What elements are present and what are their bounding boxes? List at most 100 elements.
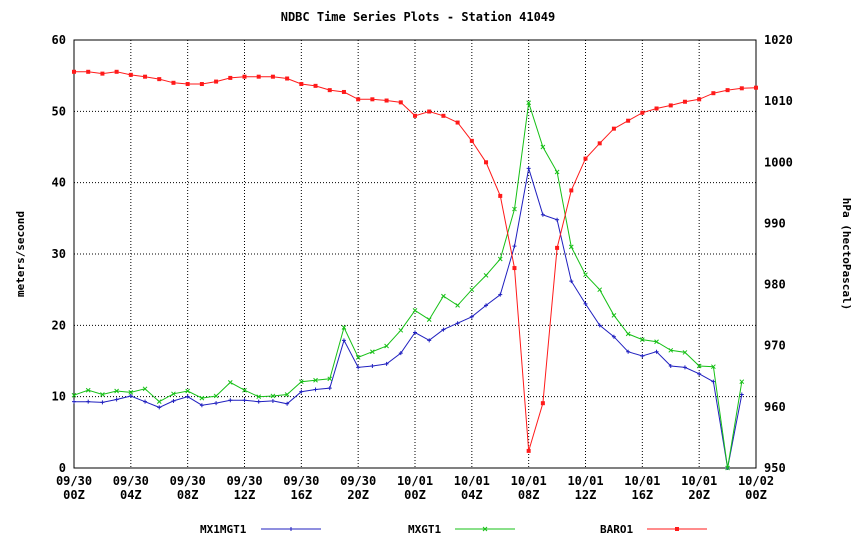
data-point-baro1: [100, 71, 105, 76]
data-point-mx1mgt1: [526, 166, 531, 171]
data-point-baro1: [682, 99, 687, 104]
data-point-baro1: [72, 69, 76, 74]
data-point-baro1: [469, 138, 474, 143]
data-point-mx1mgt1: [185, 394, 190, 399]
data-point-mxgt1: [611, 312, 617, 318]
data-point-mxgt1: [725, 465, 730, 471]
data-point-mx1mgt1: [626, 349, 631, 354]
x-tick-label-date: 10/02: [738, 474, 774, 488]
data-point-mxgt1: [128, 390, 134, 395]
y2-tick-label: 1020: [764, 33, 793, 47]
legend-label-mxgt1: MXGT1: [408, 523, 441, 536]
data-point-mx1mgt1: [157, 405, 162, 410]
data-point-mxgt1: [370, 349, 375, 355]
data-point-baro1: [711, 91, 716, 96]
data-point-baro1: [413, 113, 417, 118]
data-point-mxgt1: [583, 272, 588, 278]
data-point-mxgt1: [71, 392, 77, 398]
data-point-mxgt1: [298, 379, 304, 385]
data-point-baro1: [512, 266, 517, 271]
data-point-mx1mgt1: [512, 244, 517, 249]
data-point-mxgt1: [355, 355, 361, 360]
data-point-mxgt1: [682, 350, 688, 355]
x-tick-label-hour: 00Z: [63, 488, 85, 502]
legend: MX1MGT1 MXGT1 BARO1: [200, 523, 707, 536]
data-point-baro1: [626, 118, 631, 123]
data-point-mxgt1: [270, 393, 276, 399]
data-point-baro1: [157, 77, 162, 82]
data-point-mx1mgt1: [555, 217, 560, 222]
y2-tick-label: 970: [764, 339, 786, 353]
data-point-baro1: [327, 88, 332, 93]
data-point-mx1mgt1: [711, 379, 716, 384]
legend-label-baro1: BARO1: [600, 523, 633, 536]
data-point-mxgt1: [597, 287, 603, 293]
data-point-mx1mgt1: [640, 354, 645, 359]
data-point-mxgt1: [483, 273, 489, 278]
x-axis: 09/3000Z09/3004Z09/3008Z09/3012Z09/3016Z…: [56, 474, 774, 502]
data-point-mxgt1: [100, 392, 105, 397]
data-point-baro1: [285, 76, 290, 81]
data-point-baro1: [555, 245, 560, 250]
x-tick-label-date: 10/01: [567, 474, 603, 488]
data-point-mx1mgt1: [484, 303, 489, 308]
data-point-mx1mgt1: [498, 292, 503, 297]
series-mx1mgt1: [72, 166, 744, 470]
data-point-mx1mgt1: [327, 386, 332, 391]
data-point-mxgt1: [156, 399, 162, 405]
data-point-mxgt1: [227, 380, 233, 385]
data-point-mx1mgt1: [285, 401, 290, 406]
y-tick-label: 20: [52, 318, 66, 332]
x-tick-label-hour: 04Z: [120, 488, 142, 502]
data-point-mx1mgt1: [398, 351, 403, 356]
data-point-mxgt1: [654, 339, 659, 345]
legend-marker-mx1mgt1: [289, 527, 293, 531]
data-point-baro1: [569, 188, 574, 193]
data-point-mx1mgt1: [370, 363, 375, 368]
x-tick-label-hour: 20Z: [688, 488, 710, 502]
data-point-mx1mgt1: [199, 403, 204, 408]
x-tick-label-hour: 00Z: [404, 488, 426, 502]
chart-title: NDBC Time Series Plots - Station 41049: [281, 10, 556, 24]
data-point-baro1: [498, 193, 503, 198]
y-tick-label: 0: [59, 461, 66, 475]
x-tick-label-date: 09/30: [283, 474, 319, 488]
data-point-baro1: [739, 86, 744, 91]
data-point-mx1mgt1: [72, 399, 76, 404]
data-point-mx1mgt1: [384, 361, 389, 366]
y2-tick-label: 960: [764, 400, 786, 414]
x-tick-label-hour: 20Z: [347, 488, 369, 502]
data-point-mxgt1: [497, 256, 503, 262]
data-point-baro1: [654, 106, 659, 111]
data-point-mxgt1: [114, 388, 119, 394]
data-point-baro1: [484, 160, 489, 165]
data-point-baro1: [725, 88, 730, 93]
y2-tick-label: 990: [764, 216, 786, 230]
data-point-mxgt1: [455, 303, 460, 308]
data-point-mxgt1: [540, 144, 546, 150]
data-point-mx1mgt1: [583, 301, 588, 306]
legend-label-mx1mgt1: MX1MGT1: [200, 523, 247, 536]
data-point-baro1: [754, 85, 758, 90]
data-point-mx1mgt1: [455, 321, 460, 326]
x-tick-label-date: 09/30: [226, 474, 262, 488]
data-point-mx1mgt1: [214, 401, 219, 406]
left-y-axis: 0 10 20 30 40 50 60: [52, 33, 66, 475]
data-point-mx1mgt1: [270, 398, 275, 403]
x-tick-label-hour: 08Z: [177, 488, 199, 502]
data-point-mx1mgt1: [128, 393, 133, 398]
data-point-mxgt1: [284, 392, 290, 397]
x-tick-label-hour: 16Z: [631, 488, 653, 502]
x-tick-label-hour: 00Z: [745, 488, 767, 502]
data-point-mxgt1: [256, 394, 262, 400]
x-tick-label-date: 09/30: [170, 474, 206, 488]
data-point-mx1mgt1: [86, 399, 91, 404]
data-point-baro1: [185, 82, 190, 87]
data-point-mxgt1: [384, 343, 389, 349]
y-tick-label: 40: [52, 176, 66, 190]
data-point-mxgt1: [341, 325, 347, 330]
data-point-mx1mgt1: [469, 314, 474, 319]
data-point-baro1: [640, 110, 645, 115]
data-point-baro1: [270, 74, 275, 79]
